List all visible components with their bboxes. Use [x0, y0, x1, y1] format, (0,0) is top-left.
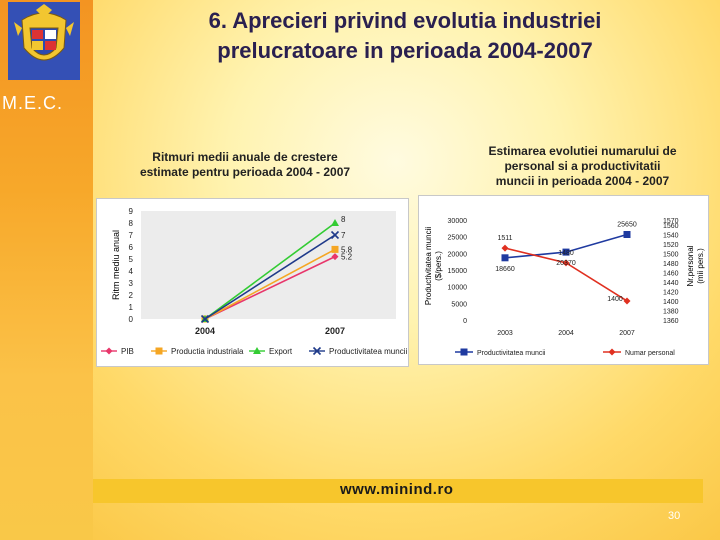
chart1-y-tick: 5 [129, 255, 134, 264]
chart2-left-tick: 25000 [448, 235, 468, 242]
chart1-x-tick: 2004 [195, 326, 215, 336]
chart2-x-tick: 2004 [558, 330, 574, 337]
chart2-left-tick: 10000 [448, 285, 468, 292]
chart1-point [331, 245, 339, 253]
chart1-legend-marker [155, 347, 163, 355]
chart2-legend-label: Numar personal [625, 350, 675, 357]
chart2-personnel-point [501, 244, 509, 252]
chart1-plot-area [141, 211, 396, 319]
chart1-legend-label: Productivitatea muncii [329, 347, 407, 356]
chart1-data-label: 8 [341, 215, 346, 224]
chart2-productivity-label: 20370 [556, 260, 576, 267]
chart1-panel: Ritm mediu anual 0 1 2 3 4 5 6 7 8 9 2004 2007 8 7 5… [96, 198, 409, 367]
chart2-productivity-point [501, 254, 509, 262]
chart2-x-tick: 2007 [619, 330, 635, 337]
chart1-point [331, 219, 339, 226]
chart1-legend-marker [312, 346, 322, 356]
chart1-data-label: 5.8 [341, 245, 353, 254]
chart2-legend-marker [460, 348, 468, 356]
chart1-title: Ritmuri medii anuale de crestere estimat… [110, 150, 380, 180]
chart2-personnel-point [562, 259, 570, 267]
chart2-left-tick: 15000 [448, 268, 468, 275]
chart1-y-tick: 3 [129, 279, 134, 288]
chart2-right-tick: 1440 [663, 280, 679, 287]
chart1-y-tick: 2 [129, 291, 134, 300]
chart1-data-label: 5.2 [341, 253, 353, 262]
chart1-y-axis-label: Ritm mediu anual [111, 230, 121, 300]
chart1-legend-marker [253, 347, 261, 354]
chart1-series-line [204, 248, 336, 320]
chart1-legend-label: Export [269, 347, 293, 356]
chart1-y-tick: 0 [129, 315, 134, 324]
chart2-left-tick: 0 [463, 318, 467, 325]
chart2-right-tick: 1520 [663, 242, 679, 249]
title-line-1: 6. Aprecieri privind evolutia industriei [208, 8, 602, 33]
chart1-x-tick: 2007 [325, 326, 345, 336]
chart2-left-tick: 20000 [448, 251, 468, 258]
chart2-productivity-point [623, 231, 631, 238]
chart1-legend-label: PIB [121, 347, 134, 356]
chart2-productivity-label: 25650 [617, 222, 637, 229]
chart2-left-axis-label-1: Productivitatea muncii [424, 227, 433, 305]
chart1-y-tick: 7 [129, 231, 134, 240]
chart1-legend-label: Productia industriala [171, 347, 244, 356]
chart1-point [330, 230, 340, 240]
chart2-panel: Productivitatea muncii ($/pers.) Nr.pers… [418, 195, 709, 365]
chart2-personnel-label: 1511 [497, 235, 512, 242]
chart2-right-tick: 1540 [663, 232, 679, 239]
chart2-right-tick: 1480 [663, 261, 679, 268]
chart2-left-axis-label-2: ($/pers.) [434, 251, 443, 281]
website-url[interactable]: www.minind.ro [340, 481, 454, 498]
chart2-right-axis-label-1: Nr.personal [686, 245, 695, 286]
chart2-productivity-label: 18660 [495, 266, 515, 273]
chart2-left-tick: 5000 [451, 301, 467, 308]
title-line-2: prelucratoare in perioada 2004-2007 [217, 38, 593, 63]
chart1-svg: Ritm mediu anual 0 1 2 3 4 5 6 7 8 9 2004 2007 8 7 5… [101, 207, 407, 356]
chart1-point [200, 314, 210, 324]
chart2-legend-label: Productivitatea muncii [477, 350, 546, 357]
chart2-right-tick: 1380 [663, 308, 679, 315]
chart2-legend-marker [608, 348, 616, 356]
chart2-right-tick: 1560 [663, 223, 679, 230]
chart2-left-tick: 30000 [448, 218, 468, 225]
chart2-right-tick: 1420 [663, 289, 679, 296]
chart2-x-tick: 2003 [497, 330, 513, 337]
chart1-data-label: 7 [341, 231, 346, 240]
sidebar-band [0, 0, 93, 540]
chart1-y-tick: 9 [129, 207, 134, 216]
chart2-productivity-point [562, 248, 570, 256]
chart2-title-line-3: muncii in perioada 2004 - 2007 [495, 174, 670, 188]
chart2-right-tick: 1360 [663, 318, 679, 325]
chart2-right-tick: 1570 [663, 218, 679, 225]
chart2-personnel-point [623, 297, 631, 305]
chart1-legend-marker [105, 347, 113, 355]
chart2-personnel-label: 1480 [558, 250, 574, 257]
chart1-series-line [204, 234, 336, 320]
chart1-series-line [204, 222, 336, 320]
chart1-y-tick: 1 [129, 303, 134, 312]
chart1-point [331, 253, 339, 261]
chart2-right-tick: 1400 [663, 299, 679, 306]
chart1-y-tick: 4 [129, 267, 134, 276]
chart1-series-line [204, 255, 336, 320]
chart2-svg: Productivitatea muncii ($/pers.) Nr.pers… [424, 218, 705, 357]
chart2-title: Estimarea evolutiei numarului de persona… [455, 144, 710, 189]
chart2-right-tick: 1460 [663, 270, 679, 277]
chart2-right-tick: 1500 [663, 251, 679, 258]
page-number: 30 [668, 510, 681, 522]
chart2-title-line-2: personal si a productivitatii [504, 159, 661, 173]
chart1-y-tick: 6 [129, 243, 134, 252]
chart1-title-line-1: Ritmuri medii anuale de crestere [152, 150, 338, 164]
page-title: 6. Aprecieri privind evolutia industriei… [95, 6, 715, 66]
coat-of-arms-emblem [8, 2, 80, 80]
footer-band [93, 479, 703, 503]
chart2-title-line-1: Estimarea evolutiei numarului de [488, 144, 677, 158]
chart1-title-line-2: estimate pentru perioada 2004 - 2007 [139, 165, 351, 179]
chart2-personnel-label: 1400 [607, 296, 623, 303]
organization-label: M.E.C. [2, 93, 64, 113]
chart2-right-axis-label-2: (mii pers.) [696, 248, 705, 284]
chart1-y-tick: 8 [129, 219, 134, 228]
